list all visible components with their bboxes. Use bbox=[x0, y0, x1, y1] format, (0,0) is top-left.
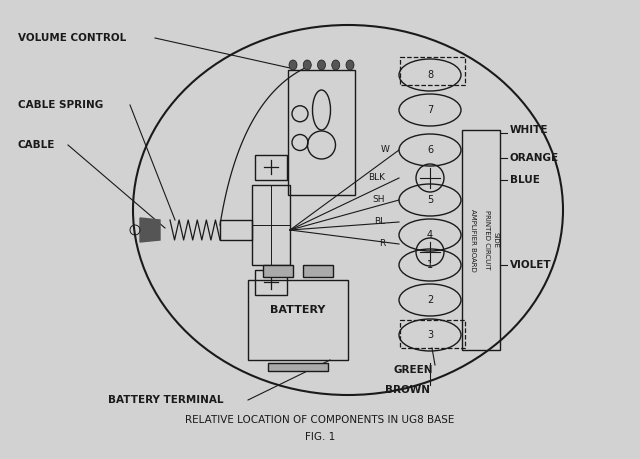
Text: 6: 6 bbox=[427, 145, 433, 155]
Text: CABLE SPRING: CABLE SPRING bbox=[18, 100, 103, 110]
Ellipse shape bbox=[317, 60, 326, 70]
Bar bbox=[255, 155, 287, 180]
Text: 7: 7 bbox=[427, 105, 433, 115]
Ellipse shape bbox=[289, 60, 297, 70]
Text: BL: BL bbox=[374, 218, 385, 226]
Text: CABLE: CABLE bbox=[18, 140, 56, 150]
Text: 1: 1 bbox=[427, 260, 433, 270]
Text: VOLUME CONTROL: VOLUME CONTROL bbox=[18, 33, 126, 43]
Bar bbox=[268, 363, 328, 371]
Text: 4: 4 bbox=[427, 230, 433, 240]
Bar bbox=[288, 70, 355, 195]
Text: BATTERY: BATTERY bbox=[270, 305, 326, 315]
Text: VIOLET: VIOLET bbox=[510, 260, 552, 270]
Ellipse shape bbox=[303, 60, 311, 70]
Text: WHITE: WHITE bbox=[510, 125, 548, 135]
Text: 2: 2 bbox=[427, 295, 433, 305]
Text: SIDE: SIDE bbox=[492, 232, 499, 248]
Polygon shape bbox=[140, 218, 160, 242]
Text: R: R bbox=[379, 240, 385, 248]
Text: 8: 8 bbox=[427, 70, 433, 80]
Text: 3: 3 bbox=[427, 330, 433, 340]
Bar bbox=[220, 220, 252, 240]
Ellipse shape bbox=[332, 60, 340, 70]
Bar bbox=[248, 280, 348, 360]
Text: PRINTED CIRCUIT: PRINTED CIRCUIT bbox=[484, 210, 490, 270]
Text: SH: SH bbox=[372, 196, 385, 205]
Bar bbox=[400, 57, 465, 85]
Bar bbox=[462, 130, 500, 350]
Text: 5: 5 bbox=[427, 195, 433, 205]
Text: AMPLIFIER BOARD: AMPLIFIER BOARD bbox=[470, 209, 476, 271]
Text: BROWN: BROWN bbox=[385, 385, 430, 395]
Text: FIG. 1: FIG. 1 bbox=[305, 432, 335, 442]
Text: GREEN: GREEN bbox=[393, 365, 433, 375]
Text: BLK: BLK bbox=[368, 174, 385, 183]
Text: W: W bbox=[381, 146, 390, 155]
Ellipse shape bbox=[346, 60, 354, 70]
Bar bbox=[252, 185, 290, 265]
Text: RELATIVE LOCATION OF COMPONENTS IN UG8 BASE: RELATIVE LOCATION OF COMPONENTS IN UG8 B… bbox=[186, 415, 454, 425]
Text: BATTERY TERMINAL: BATTERY TERMINAL bbox=[108, 395, 223, 405]
Bar bbox=[303, 265, 333, 277]
Bar bbox=[255, 270, 287, 295]
Text: ORANGE: ORANGE bbox=[510, 153, 559, 163]
Bar bbox=[400, 320, 465, 348]
Bar bbox=[263, 265, 293, 277]
Text: BLUE: BLUE bbox=[510, 175, 540, 185]
